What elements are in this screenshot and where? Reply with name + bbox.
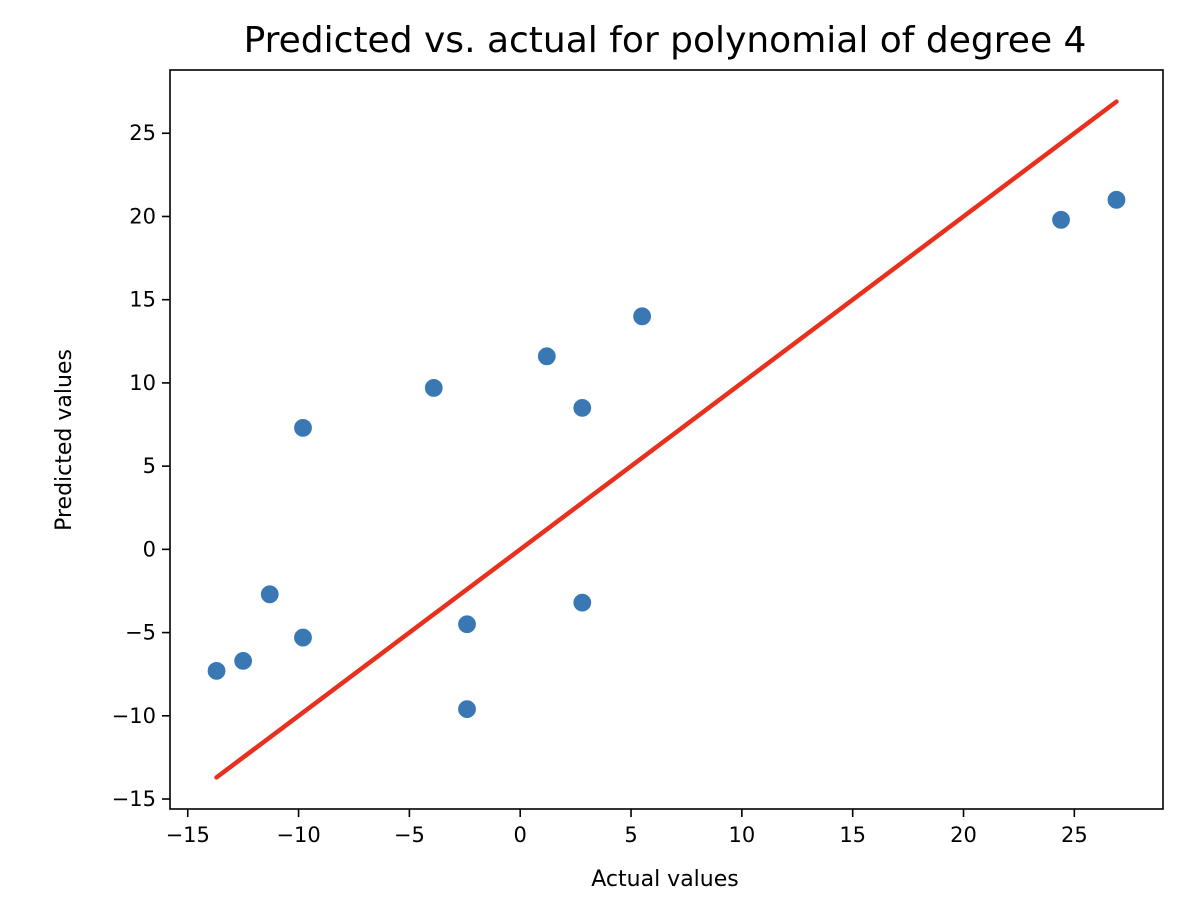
data-point xyxy=(1106,189,1127,210)
data-point xyxy=(292,417,314,438)
data-point xyxy=(536,346,557,367)
data-point xyxy=(259,584,280,605)
data-point xyxy=(206,660,227,681)
y-tick-label: −15 xyxy=(112,787,156,811)
x-axis-label: Actual values xyxy=(591,867,738,892)
data-point xyxy=(233,650,254,671)
x-tick-label: −15 xyxy=(166,823,210,847)
data-point xyxy=(292,627,314,648)
chart-title: Predicted vs. actual for polynomial of d… xyxy=(244,20,1087,61)
data-point xyxy=(423,377,444,399)
data-point xyxy=(572,397,593,418)
y-tick-label: 5 xyxy=(143,454,156,478)
y-tick-label: 10 xyxy=(129,371,156,395)
x-tick-label: −10 xyxy=(276,823,320,847)
y-tick-label: 15 xyxy=(129,288,156,312)
plot-area: −15 −10 −5 0 5 10 15 20 25 −15 −10 −5 0 5 10 15 20 25 xyxy=(112,69,1164,847)
x-tick-label: 0 xyxy=(514,823,527,847)
data-point xyxy=(632,306,653,327)
x-tick-label: 25 xyxy=(1061,823,1088,847)
y-tick-label: 20 xyxy=(129,204,156,228)
data-point xyxy=(456,614,478,635)
x-tick-label: 5 xyxy=(624,823,637,847)
x-tick-label: 15 xyxy=(839,823,866,847)
data-point xyxy=(1050,209,1072,230)
y-tick-label: −5 xyxy=(125,621,156,645)
y-tick-label: −10 xyxy=(112,704,156,728)
x-tick-label: 10 xyxy=(728,823,755,847)
x-tick-label: −5 xyxy=(394,823,425,847)
x-tick-label: 20 xyxy=(950,823,977,847)
y-tick-label: 0 xyxy=(143,537,156,561)
data-point xyxy=(456,699,478,720)
plot-frame xyxy=(169,69,1164,810)
identity-line xyxy=(214,99,1119,780)
y-axis-label: Predicted values xyxy=(52,349,77,531)
y-tick-label: 25 xyxy=(129,121,156,145)
data-point xyxy=(572,592,593,613)
